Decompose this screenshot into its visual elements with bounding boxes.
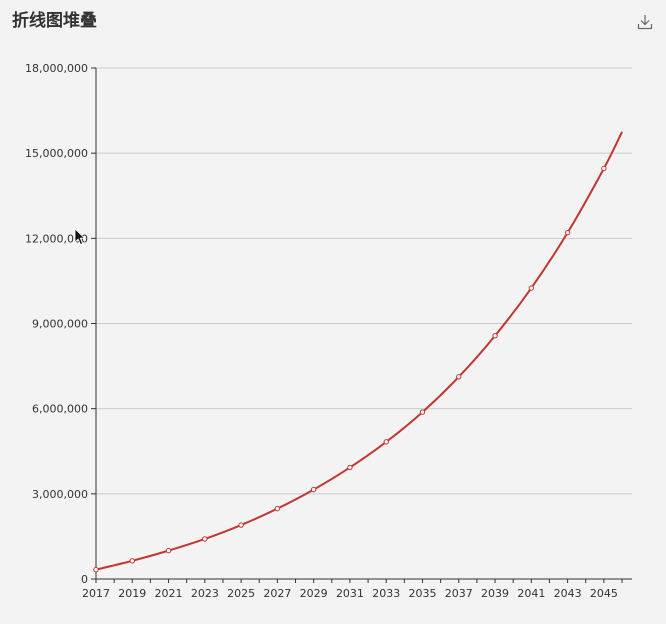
data-point	[238, 522, 244, 528]
x-tick-label: 2023	[191, 587, 219, 600]
y-axis-ticks: 0 3,000,000 6,000,000 9,000,000 12,000,000 15…	[25, 62, 96, 586]
x-tick-label: 2021	[155, 587, 183, 600]
data-point	[274, 505, 281, 512]
data-points	[93, 165, 607, 573]
y-tick-label: 9,000,000	[32, 318, 88, 331]
x-tick-label: 2033	[372, 587, 400, 600]
x-tick-label: 2035	[408, 587, 436, 600]
x-tick-label: 2029	[300, 587, 328, 600]
data-point	[492, 333, 498, 339]
data-point	[347, 464, 353, 471]
data-point	[202, 536, 208, 542]
download-button[interactable]	[636, 13, 654, 31]
x-tick-label: 2043	[554, 587, 582, 600]
chart-title: 折线图堆叠	[12, 11, 97, 31]
x-tick-label: 2031	[336, 587, 364, 600]
x-axis-ticks: 2017 2019 2021 2023 2025 2027 2029 2031 2033 2035…	[82, 579, 623, 600]
data-point	[310, 486, 317, 493]
data-point	[419, 409, 426, 415]
data-point	[564, 229, 571, 236]
x-tick-label: 2041	[517, 587, 545, 600]
data-point	[528, 285, 535, 291]
series-line	[95, 131, 623, 571]
y-tick-label: 6,000,000	[32, 403, 88, 416]
x-tick-label: 2037	[445, 587, 473, 600]
y-tick-label: 0	[81, 573, 88, 586]
x-tick-label: 2039	[481, 587, 509, 600]
data-point	[456, 374, 462, 380]
data-point	[165, 547, 172, 554]
x-tick-label: 2025	[227, 587, 255, 600]
x-tick-label: 2027	[263, 587, 291, 600]
x-tick-label: 2017	[82, 587, 110, 600]
x-tick-label: 2045	[590, 587, 618, 600]
data-point	[383, 439, 389, 445]
data-point	[601, 165, 607, 172]
y-tick-label: 18,000,000	[25, 62, 88, 75]
y-tick-label: 15,000,000	[25, 147, 88, 160]
download-icon	[637, 15, 653, 30]
y-tick-label: 12,000,000	[25, 232, 88, 245]
data-point	[93, 566, 99, 573]
grid-lines	[96, 67, 632, 495]
data-point	[129, 558, 135, 564]
x-tick-label: 2019	[118, 587, 146, 600]
series-layer	[95, 131, 623, 571]
y-tick-label: 3,000,000	[32, 488, 88, 501]
